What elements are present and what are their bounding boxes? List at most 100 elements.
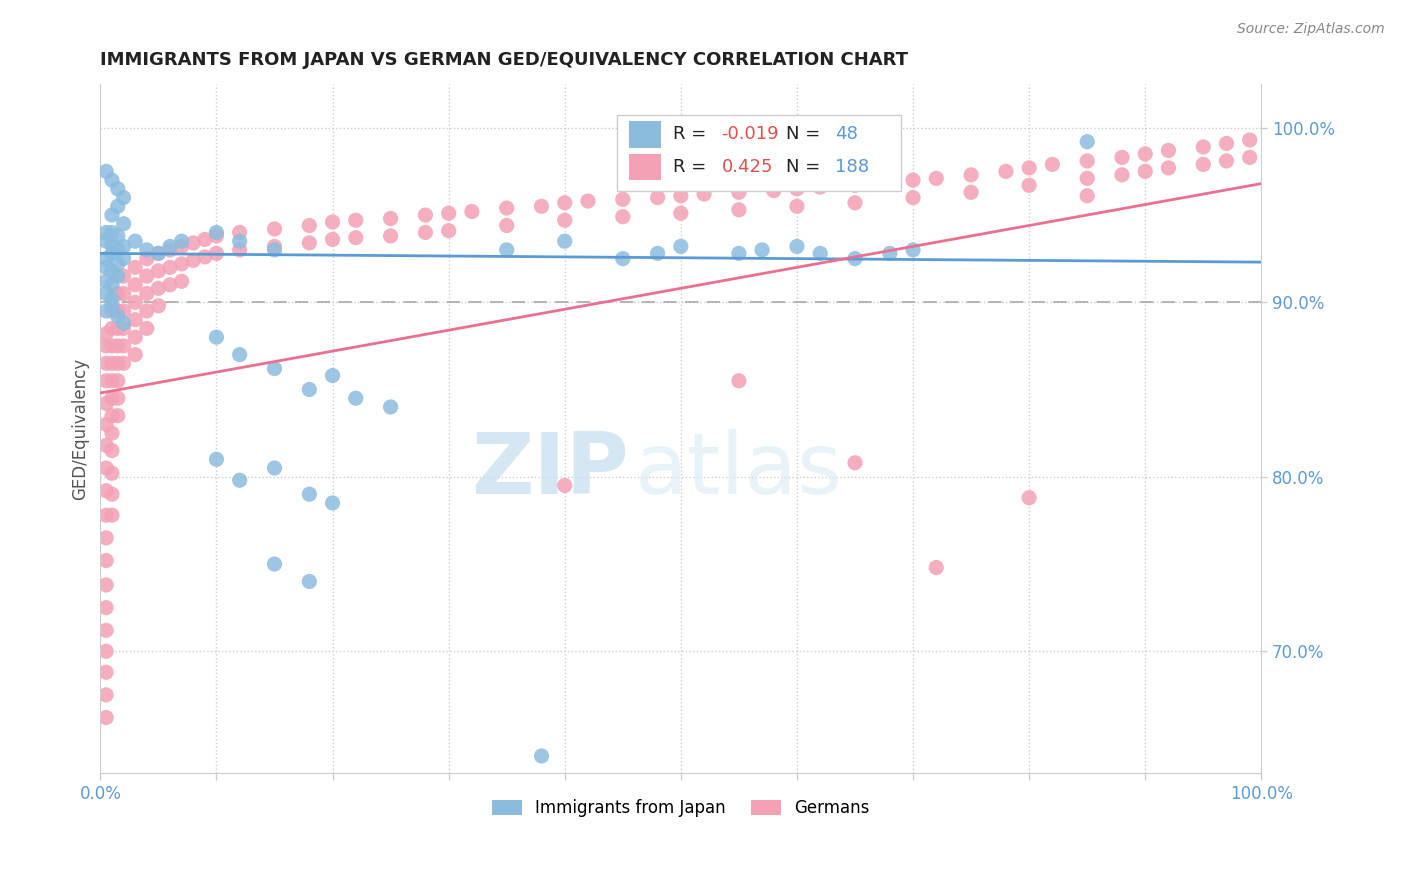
Point — [101, 508, 124, 523]
Point — [530, 749, 553, 764]
Point — [170, 257, 193, 271]
Point — [612, 210, 634, 224]
Point — [170, 234, 193, 248]
Point — [728, 186, 751, 200]
Point — [101, 467, 124, 481]
Point — [808, 246, 831, 260]
Point — [194, 250, 217, 264]
Point — [96, 304, 118, 318]
Point — [112, 316, 135, 330]
Point — [228, 473, 250, 487]
Point — [112, 286, 135, 301]
Point — [101, 409, 124, 423]
Point — [322, 215, 344, 229]
Point — [112, 190, 135, 204]
Point — [101, 292, 124, 306]
Point — [96, 665, 118, 680]
Point — [148, 246, 170, 260]
Point — [844, 178, 866, 193]
Point — [808, 180, 831, 194]
Point — [1192, 140, 1215, 154]
Point — [960, 186, 983, 200]
Point — [135, 269, 157, 284]
Point — [96, 644, 118, 658]
Point — [263, 222, 285, 236]
Point — [112, 356, 135, 370]
Point — [170, 274, 193, 288]
Point — [612, 192, 634, 206]
Point — [298, 383, 321, 397]
Text: ZIP: ZIP — [471, 429, 628, 512]
Point — [1076, 153, 1098, 168]
Point — [901, 243, 924, 257]
Text: Source: ZipAtlas.com: Source: ZipAtlas.com — [1237, 22, 1385, 37]
Point — [96, 438, 118, 452]
Point — [107, 339, 129, 353]
Point — [101, 264, 124, 278]
Point — [322, 232, 344, 246]
Point — [124, 260, 146, 275]
Point — [647, 190, 669, 204]
Bar — [628, 121, 661, 147]
Point — [786, 199, 808, 213]
Point — [101, 356, 124, 370]
Point — [96, 226, 118, 240]
Point — [124, 234, 146, 248]
Point — [96, 339, 118, 353]
Point — [96, 286, 118, 301]
Point — [298, 235, 321, 250]
Point — [135, 321, 157, 335]
Point — [1040, 157, 1063, 171]
Point — [437, 206, 460, 220]
Point — [107, 269, 129, 284]
Point — [263, 361, 285, 376]
Point — [96, 461, 118, 475]
Point — [181, 235, 204, 250]
Point — [148, 281, 170, 295]
Point — [879, 177, 901, 191]
Point — [107, 356, 129, 370]
Point — [263, 557, 285, 571]
Point — [96, 710, 118, 724]
Point — [879, 246, 901, 260]
Point — [135, 252, 157, 266]
Point — [844, 456, 866, 470]
Y-axis label: GED/Equivalency: GED/Equivalency — [72, 358, 89, 500]
Point — [135, 304, 157, 318]
Point — [148, 264, 170, 278]
Point — [1076, 189, 1098, 203]
Point — [159, 277, 181, 292]
Text: 48: 48 — [835, 126, 858, 144]
Point — [844, 252, 866, 266]
Point — [107, 182, 129, 196]
Point — [112, 269, 135, 284]
Text: 0.425: 0.425 — [721, 158, 773, 176]
Point — [576, 194, 599, 208]
Point — [148, 299, 170, 313]
Point — [112, 304, 135, 318]
Point — [96, 374, 118, 388]
Point — [96, 600, 118, 615]
Point — [380, 211, 402, 226]
Point — [194, 232, 217, 246]
Point — [1239, 133, 1261, 147]
Text: R =: R = — [672, 126, 711, 144]
Point — [844, 195, 866, 210]
Point — [1018, 178, 1040, 193]
Point — [96, 688, 118, 702]
Point — [101, 237, 124, 252]
Text: 188: 188 — [835, 158, 869, 176]
Point — [96, 578, 118, 592]
Point — [1018, 491, 1040, 505]
Point — [101, 246, 124, 260]
Point — [612, 252, 634, 266]
Point — [159, 260, 181, 275]
Point — [96, 483, 118, 498]
Point — [107, 374, 129, 388]
Point — [205, 330, 228, 344]
Point — [96, 326, 118, 341]
Point — [101, 374, 124, 388]
Point — [298, 487, 321, 501]
Point — [1215, 153, 1237, 168]
Point — [159, 243, 181, 257]
